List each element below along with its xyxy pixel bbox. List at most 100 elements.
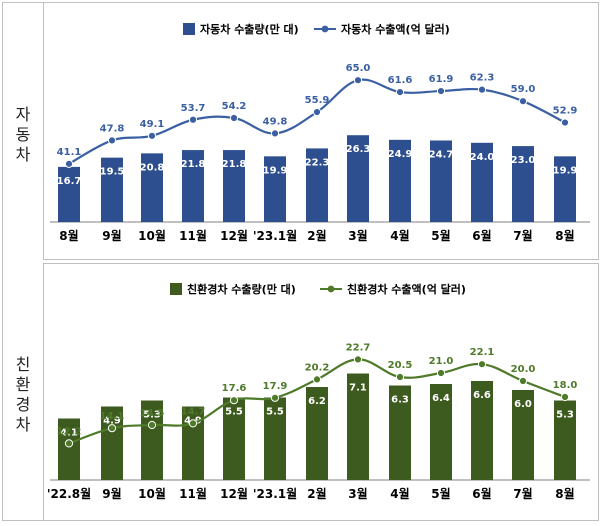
eco-x-tick-label: 12월: [220, 486, 248, 501]
eco-bar: [223, 397, 245, 480]
eco-bar: [512, 390, 534, 480]
auto-x-tick-label: 9월: [102, 228, 121, 243]
auto-line-point: [147, 131, 157, 140]
eco-legend-bar-label: 친환경차 수출량(만 대): [187, 282, 296, 296]
eco-bar: [264, 397, 286, 480]
eco-line-point: [64, 439, 74, 448]
auto-line-value-label: 49.8: [263, 116, 288, 127]
auto-line-point: [107, 136, 117, 145]
auto-bar-value-label: 24.7: [429, 149, 454, 160]
auto-bar: [389, 139, 411, 222]
eco-x-tick-label: 7월: [513, 486, 532, 501]
eco-line-value-label: 18.0: [553, 380, 578, 391]
eco-line-value-label: 14.1: [100, 411, 125, 422]
eco-bar: [141, 400, 163, 480]
eco-bar: [554, 400, 576, 480]
auto-bar-value-label: 24.0: [470, 152, 495, 163]
auto-line-point: [560, 118, 570, 127]
auto-bar: [306, 148, 328, 222]
auto-bar-value-label: 21.8: [181, 159, 206, 170]
auto-bar: [58, 166, 80, 222]
auto-line-value-label: 62.3: [470, 73, 495, 84]
eco-line-value-label: 20.5: [388, 360, 413, 371]
auto-x-tick-label: 10월: [138, 228, 166, 243]
eco-line-point: [270, 393, 280, 402]
eco-x-tick-label: 11월: [179, 486, 207, 501]
eco-line-point: [518, 376, 528, 386]
auto-line-value-label: 59.0: [511, 84, 536, 95]
eco-bar-value-label: 6.0: [514, 399, 532, 410]
auto-bar-value-label: 19.5: [100, 167, 125, 178]
auto-bar-value-label: 24.9: [388, 149, 413, 160]
auto-bar-value-label: 21.8: [222, 159, 247, 170]
eco-legend-line-label: 친환경차 수출액(억 달러): [347, 282, 466, 296]
eco-line-value-label: 20.0: [511, 364, 536, 375]
eco-line-point: [353, 355, 363, 364]
auto-line-value-label: 65.0: [346, 63, 371, 74]
eco-bar: [58, 418, 80, 480]
auto-bar-value-label: 20.8: [140, 162, 165, 173]
auto-bar-value-label: 19.9: [553, 165, 578, 176]
panel-label-eco: 친 환 경 차: [8, 355, 38, 435]
auto-line-point: [312, 107, 322, 117]
auto-line-value-label: 47.8: [100, 123, 125, 134]
auto-line-value-label: 61.6: [388, 75, 413, 86]
auto-line-value-label: 52.9: [553, 106, 578, 117]
eco-line-value-label: 14.7: [181, 406, 206, 417]
eco-line-value-label: 12.2: [57, 426, 82, 437]
eco-line-value-label: 22.7: [346, 342, 371, 353]
auto-bar: [264, 156, 286, 222]
eco-line-point: [436, 368, 446, 378]
eco-legend-bar-swatch: [170, 283, 182, 295]
eco-line-point: [560, 392, 570, 402]
auto-bar: [101, 157, 123, 222]
auto-legend-bar-label: 자동차 수출량(만 대): [200, 22, 299, 36]
eco-line-point: [477, 360, 487, 369]
auto-line-point: [188, 115, 198, 124]
auto-line-point: [270, 129, 280, 138]
auto-bar-value-label: 23.0: [511, 155, 536, 166]
auto-bar: [347, 135, 369, 222]
eco-x-tick-label: 2월: [307, 486, 326, 501]
eco-x-tick-label: 6월: [472, 486, 491, 501]
auto-x-tick-label: 8월: [555, 228, 574, 243]
auto-x-tick-label: 5월: [431, 228, 450, 243]
eco-line-value-label: 17.6: [222, 383, 247, 394]
auto-line-value-label: 53.7: [181, 103, 206, 114]
auto-bar: [512, 146, 534, 222]
auto-x-tick-label: 6월: [472, 228, 491, 243]
eco-line-value-label: 22.1: [470, 347, 495, 358]
auto-legend-line-marker: [321, 25, 329, 33]
eco-bar-value-label: 6.3: [391, 395, 409, 406]
auto-bar-value-label: 26.3: [346, 144, 371, 155]
eco-bar-value-label: 5.3: [556, 410, 574, 421]
auto-line-value-label: 41.1: [57, 147, 82, 158]
eco-line-value-label: 20.2: [305, 362, 330, 373]
auto-line-point: [436, 86, 446, 96]
panel-label-auto: 자 동 차: [8, 105, 38, 165]
auto-bar-value-label: 19.9: [263, 165, 288, 176]
auto-line-point: [518, 97, 528, 106]
auto-bar: [471, 142, 493, 222]
panel-label-line: 환: [15, 375, 31, 394]
eco-line-value-label: 17.9: [263, 381, 288, 392]
eco-bar-value-label: 4.1: [60, 428, 78, 439]
auto-line-point: [477, 85, 487, 94]
auto-bar: [141, 153, 163, 222]
eco-x-tick-label: 3월: [348, 486, 367, 501]
eco-bar: [101, 406, 123, 480]
eco-line-point: [395, 372, 405, 382]
eco-bar-value-label: 6.6: [473, 390, 491, 401]
bottom-panel-frame: [43, 263, 599, 521]
panel-label-line: 경: [15, 395, 31, 414]
auto-bar: [554, 156, 576, 222]
auto-line-point: [395, 88, 405, 97]
eco-bar: [430, 384, 452, 480]
auto-line-point: [229, 113, 239, 123]
auto-x-tick-label: 8월: [59, 228, 78, 243]
eco-bar-value-label: 7.1: [349, 383, 367, 394]
auto-legend-line-label: 자동차 수출액(억 달러): [341, 22, 450, 36]
auto-x-tick-label: '23.1월: [253, 228, 297, 243]
eco-bar: [347, 373, 369, 480]
eco-line-point: [229, 396, 239, 405]
